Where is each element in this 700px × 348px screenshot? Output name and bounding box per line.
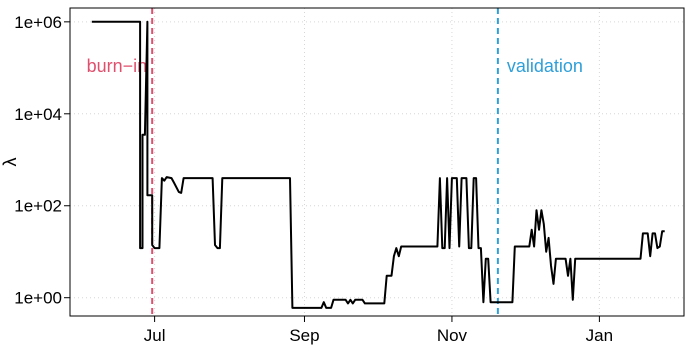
y-axis: 1e+00 1e+02 1e+04 1e+06 xyxy=(14,13,70,308)
x-tick-label: Jul xyxy=(144,326,166,345)
y-tick-label: 1e+00 xyxy=(14,289,62,308)
grid xyxy=(70,8,684,316)
y-tick-label: 1e+06 xyxy=(14,13,62,32)
reference-lines: burn−in validation xyxy=(87,8,583,316)
series-group xyxy=(91,20,665,309)
y-tick-label: 1e+02 xyxy=(14,197,62,216)
x-axis: Jul Sep Nov Jan xyxy=(144,316,613,345)
y-axis-title: λ xyxy=(0,158,20,167)
x-tick-label: Sep xyxy=(289,326,319,345)
reference-line-label: validation xyxy=(507,56,583,76)
series-line xyxy=(91,20,665,309)
plot-frame xyxy=(69,7,685,317)
x-tick-label: Jan xyxy=(586,326,613,345)
x-tick-label: Nov xyxy=(437,326,468,345)
y-tick-label: 1e+04 xyxy=(14,105,62,124)
reference-line-label: burn−in xyxy=(87,56,148,76)
